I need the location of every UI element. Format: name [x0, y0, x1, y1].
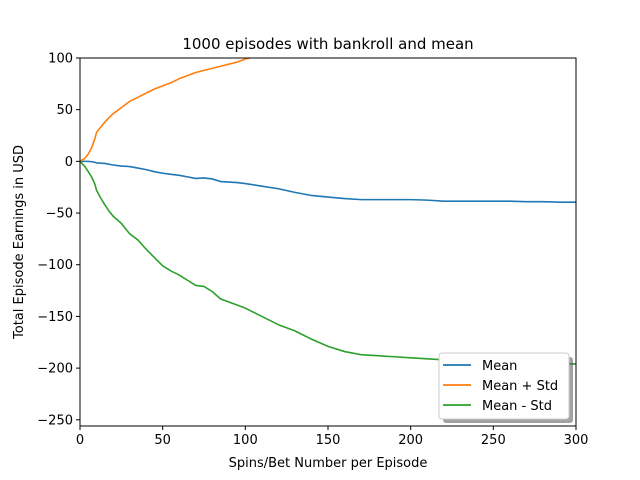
y-tick-label: −200 — [37, 362, 73, 377]
y-axis: 100 50 0 −50 −100 −150 −200 −250 — [37, 52, 80, 428]
y-tick-label: 50 — [56, 103, 73, 118]
y-tick-label: −150 — [37, 310, 73, 325]
legend-label: Mean + Std — [482, 379, 558, 394]
y-tick-label: −100 — [37, 258, 73, 273]
legend: Mean Mean + Std Mean - Std — [438, 352, 573, 423]
x-axis: 0 50 100 150 200 250 300 — [76, 426, 589, 448]
y-tick-label: 0 — [65, 155, 73, 170]
x-tick-label: 150 — [316, 433, 341, 448]
x-axis-label: Spins/Bet Number per Episode — [229, 456, 428, 471]
series-line-mean-std — [80, 58, 253, 163]
legend-label: Mean - Std — [482, 399, 552, 414]
y-axis-label: Total Episode Earnings in USD — [12, 145, 27, 340]
y-tick-label: −50 — [46, 207, 73, 222]
x-tick-label: 100 — [233, 433, 258, 448]
x-tick-label: 200 — [398, 433, 423, 448]
y-tick-label: 100 — [48, 52, 73, 67]
legend-label: Mean — [482, 359, 517, 374]
legend-box — [438, 352, 570, 420]
series-line-mean — [80, 160, 576, 203]
chart-title: 1000 episodes with bankroll and mean — [182, 35, 473, 53]
x-tick-label: 250 — [481, 433, 506, 448]
x-tick-label: 50 — [154, 433, 171, 448]
x-tick-label: 300 — [564, 433, 589, 448]
x-tick-label: 0 — [76, 433, 84, 448]
y-tick-label: −250 — [37, 413, 73, 428]
